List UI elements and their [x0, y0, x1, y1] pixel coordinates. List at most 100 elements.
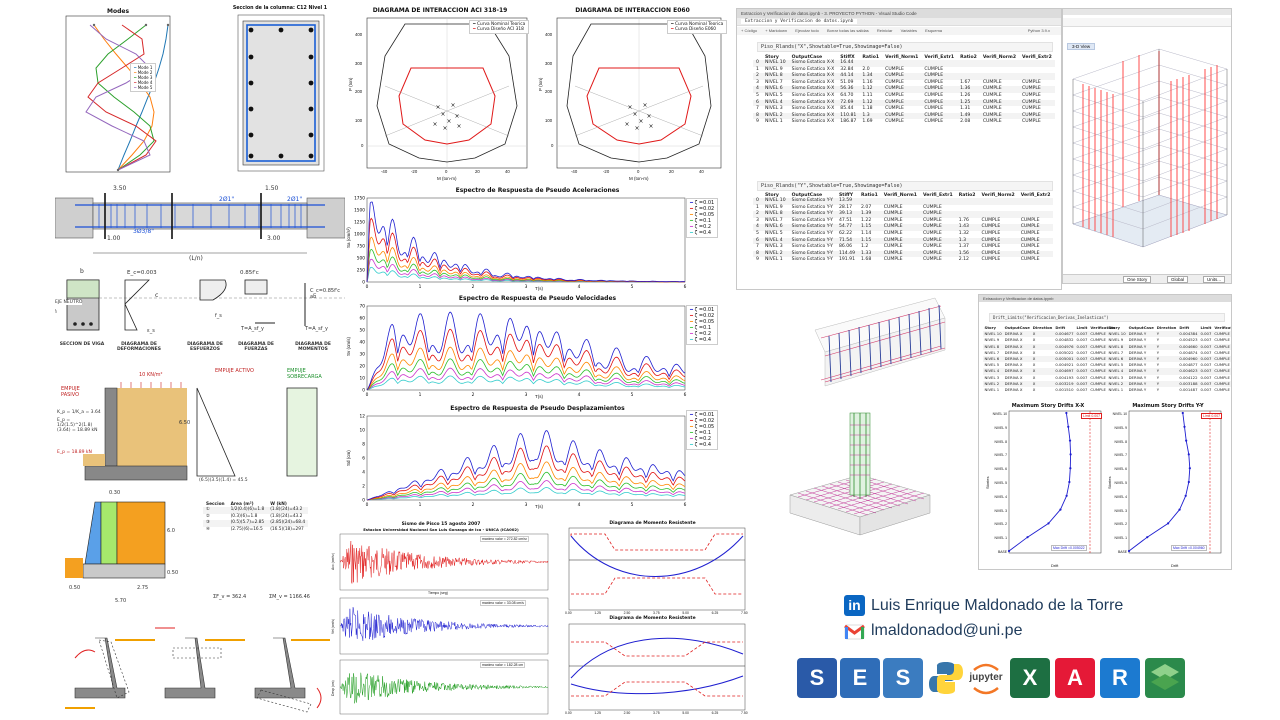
svg-text:×: × [450, 102, 455, 109]
wp-load: 10 KN/m² [139, 372, 163, 378]
story-selector[interactable]: One Story [1123, 276, 1152, 283]
contact-email[interactable]: lmaldonadod@uni.pe [844, 622, 1022, 640]
clear-outputs-button[interactable]: Borrar todas las salidas [826, 28, 869, 33]
tick-label: 0 [366, 392, 369, 398]
story-tick-label: NIVEL 3 [1114, 508, 1127, 513]
code-cell-y[interactable]: Piso_Rlands("Y",Showtable=True,Showimage… [757, 181, 1053, 191]
run-all-button[interactable]: Ejecutar todo [795, 28, 819, 33]
kernel-selector[interactable]: Python 3.9.x [1027, 28, 1050, 33]
seismic-records: Sismo de Pisco 15 agosto 2007 Estacion U… [330, 520, 552, 716]
drift-window: Extraccion y Verificacion de datos.ipynb… [978, 294, 1232, 570]
table-row: 2 NIVEL 8 Sismo Estatico X-X 44.14 1.34 CUMPL… [753, 73, 1055, 80]
beam-dim-span: (L/n) [189, 255, 203, 262]
stiffness-table-x: Story OutputCase StiffX Ratio1 Verifi_Norm1 V… [753, 55, 1055, 126]
moment-chart [568, 527, 746, 711]
civil3d-icon [1145, 658, 1185, 698]
tick-label: 1000 [354, 232, 365, 238]
spectrum-vel-legend: ━ ζ =0.01 ━ ζ =0.02 ━ ζ =0.05 ━ ζ =0.1 ━… [686, 305, 719, 345]
add-code-button[interactable]: + Código [741, 28, 758, 33]
sd-fs: f_s [215, 313, 222, 319]
sd-t1: T=A_sf_y [241, 326, 264, 332]
drift-point [1178, 508, 1181, 511]
tick-label: 2.50 [623, 611, 631, 615]
tick-label: 4 [578, 502, 581, 508]
restart-button[interactable]: Reiniciar [876, 28, 893, 33]
series-line-3 [366, 358, 686, 391]
outline-button[interactable]: Esquema [925, 28, 943, 33]
story-tick-label: NIVEL 4 [1114, 494, 1127, 499]
table-row: 4 NIVEL 6 Sismo Estatico Y-Y 54.77 1.15 CUMPL… [753, 224, 1054, 231]
table-row: NIVEL 9 DERIVA Y Y 0.004523 0.007 CUMPLE [1108, 337, 1230, 343]
drift-plots [1007, 410, 1222, 554]
sliding-total-1: ΣF_v = 362.4 [213, 594, 247, 600]
spectrum-acc-chart: 1750 1500 1250 1000 750 500 250 00 1 2 3 4 5 6 [354, 196, 687, 291]
table-row: NIVEL 7 DERIVA Y Y 0.004874 0.007 CUMPLE [1108, 349, 1230, 355]
drift-plot-x-title: Maximum Story Drifts X-X [1011, 403, 1085, 409]
series-line-1 [366, 445, 686, 501]
e060-xlabel: M (ton-m) [629, 176, 649, 181]
tick-label: 3 [525, 284, 528, 290]
tick-label: 500 [357, 256, 365, 262]
tick-label: 6 [684, 502, 687, 508]
svg-text:×: × [632, 111, 637, 118]
svg-text:×: × [442, 125, 447, 132]
tick-label: 0 [366, 284, 369, 290]
tick-label: 10 [360, 376, 366, 382]
drift-point [1047, 522, 1050, 525]
modes-title: Modes [106, 8, 130, 15]
drift-point [1187, 480, 1190, 484]
e060-legend: ━ Curva Nominal Teorica ━ Curva Diseño E… [667, 20, 728, 34]
drift-code-cell[interactable]: Drift_Limits("Verificacion_Derivas_Inela… [989, 313, 1225, 322]
story-tick-label: NIVEL 5 [994, 481, 1007, 485]
variables-button[interactable]: Variables [900, 28, 917, 33]
drift-point [1187, 453, 1190, 456]
wp-title-passive: EMPUJE PASIVO [61, 386, 80, 398]
failure-sketches-drawing [65, 627, 335, 713]
modes-plot: Modes ━ Mode 1 ━ Mode 2 ━ Mode 3 ━ Mode … [62, 8, 174, 178]
rw-dim-3: 2.75 [137, 585, 149, 591]
sd-c: c [155, 292, 159, 299]
tick-label: 250 [357, 268, 365, 274]
spectrum-disp-legend: ━ ζ =0.01 ━ ζ =0.02 ━ ζ =0.05 ━ ζ =0.1 ━… [686, 410, 719, 450]
contact-linkedin[interactable]: in Luis Enrique Maldonado de la Torre [844, 595, 1123, 616]
sd-cc: C_c=0.85f'c ab [310, 288, 340, 300]
table-row: 3 NIVEL 7 Sismo Estatico X-X 51.09 1.16 CUMPL… [756, 79, 1041, 85]
wp-note-3: E_p = 18.89 kN [57, 450, 92, 455]
table-row: ④ (2.75)(6)=16.5 (16.5)(18)=297 [206, 526, 304, 532]
table-row: NIVEL 6 DERIVA Y Y 0.004960 0.007 CUMPLE [1107, 356, 1231, 363]
table-row: 0 NIVEL 10 Sismo Estatico Y-Y 13.59 [753, 198, 1054, 205]
linkedin-icon: in [844, 595, 865, 616]
e060-title: DIAGRAMA DE INTERACCION E060 [575, 7, 690, 14]
drift-table-x: Story OutputCase Direction Drift Limit Verifi… [983, 325, 1117, 393]
story-tick-label: NIVEL 9 [994, 425, 1007, 430]
story-tick-label: BASE [1117, 550, 1127, 554]
series-line-0 [366, 311, 686, 391]
sap2000-icon: S [797, 658, 837, 698]
table-row: 6 NIVEL 4 Sismo Estatico X-X 72.69 1.12 CUMPL… [753, 99, 1055, 107]
drift-point [1146, 536, 1149, 539]
series-line-3 [366, 471, 686, 501]
drift-point [1183, 425, 1186, 428]
table-row: NIVEL 1 DERIVA X X 0.001510 0.007 CUMPLE [984, 387, 1106, 393]
code-cell-x[interactable]: Piso_Rlands("X",Showtable=True,Showimage… [757, 42, 1053, 52]
series-line-5 [366, 487, 686, 501]
e060-chart: × ×× ××× ×× [556, 17, 722, 169]
sd-neutral: EJE NEUTRO [55, 300, 83, 305]
series-line-4 [366, 258, 685, 283]
drift-point [1188, 467, 1191, 470]
add-markdown-button[interactable]: + Markdown [765, 28, 788, 33]
units-button[interactable]: Units... [1203, 276, 1226, 283]
tick-label: 40 [360, 340, 366, 346]
tick-label: 8 [362, 442, 365, 448]
etabs-tab[interactable]: 3-D View [1067, 43, 1096, 50]
vscode-tab[interactable]: Extraccion y Verificacion de datos.ipynb [741, 19, 858, 24]
drift-table-y: Story OutputCase Direction Drift Limit Verifi… [1107, 325, 1231, 393]
tick-label: 5.00 [682, 711, 689, 715]
coord-selector[interactable]: Global [1167, 276, 1189, 283]
story-tick-label: NIVEL 4 [994, 494, 1007, 499]
table-row: 9 NIVEL 1 Sismo Estatico X-X 186.87 1.69 CUMP… [756, 119, 1041, 125]
contact-name: Luis Enrique Maldonado de la Torre [871, 596, 1124, 614]
beam-dim-2: 1.50 [265, 185, 279, 192]
revit-icon: R [1100, 658, 1140, 698]
